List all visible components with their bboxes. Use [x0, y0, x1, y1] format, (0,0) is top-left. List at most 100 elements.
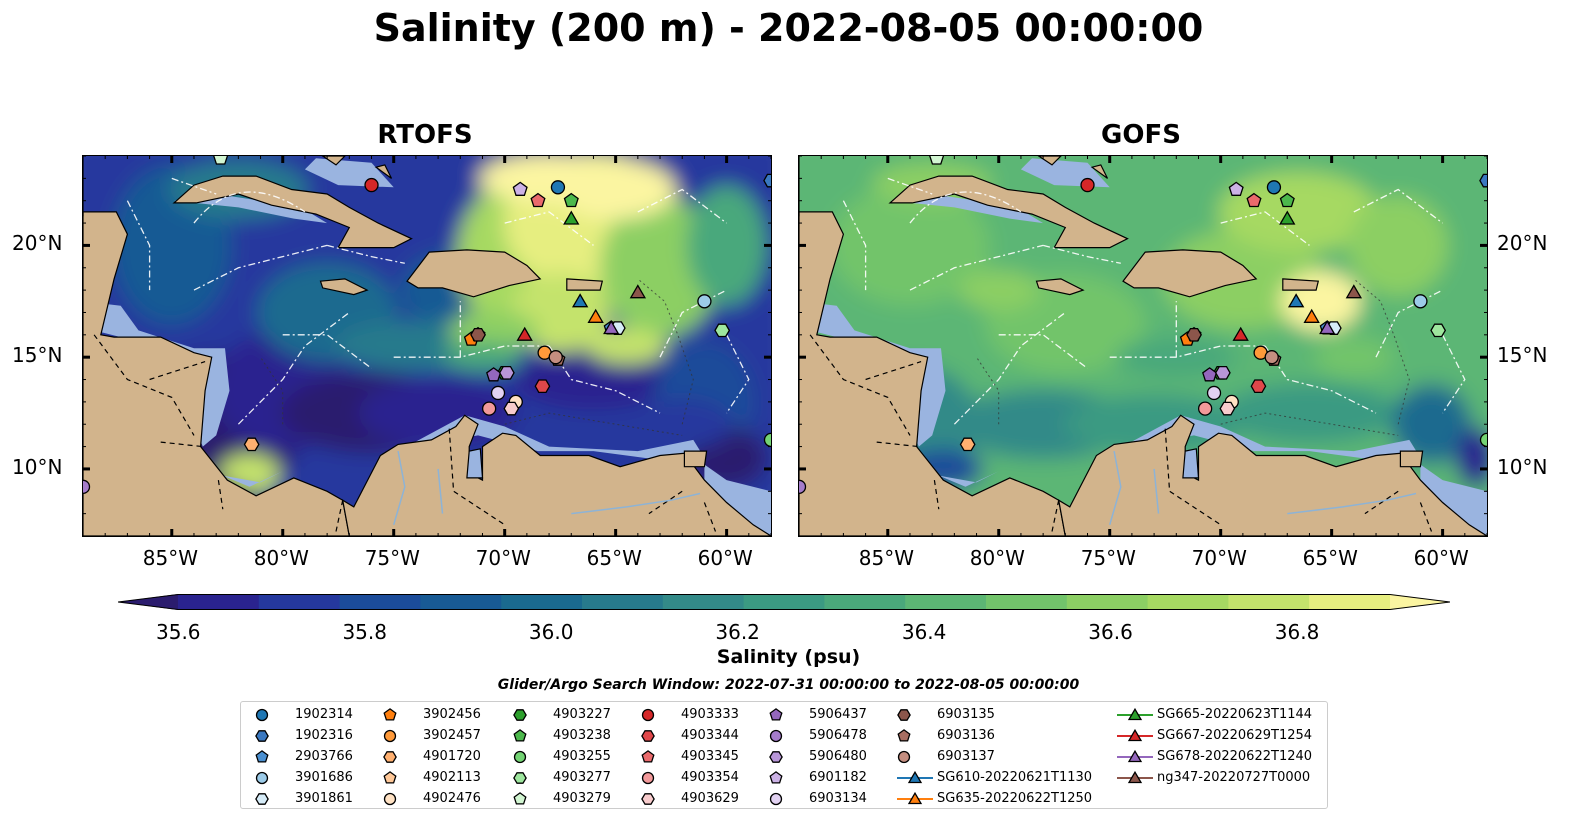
obs-SG667-20220629T1254[interactable] [1232, 326, 1249, 341]
obs-5906478[interactable] [83, 479, 91, 494]
legend-marker[interactable] [641, 793, 655, 805]
legend-marker[interactable] [513, 729, 527, 742]
legend-marker[interactable] [255, 750, 269, 763]
legend-marker[interactable] [383, 751, 397, 763]
legend-marker[interactable] [769, 792, 783, 806]
legend-marker[interactable] [255, 708, 269, 722]
obs-SG610-20220621T1130[interactable] [1287, 293, 1305, 308]
legend-marker[interactable] [513, 772, 527, 784]
obs-5906478[interactable] [799, 479, 807, 494]
land-hispaniola [1122, 249, 1258, 298]
obs-4903354[interactable] [481, 401, 497, 416]
obs-4903333[interactable] [364, 177, 379, 193]
obs-4901720[interactable] [959, 437, 976, 452]
legend-marker[interactable] [641, 771, 655, 785]
obs-SG635-20220622T1250[interactable] [587, 308, 604, 323]
land-centralAmerica [799, 211, 1066, 536]
obs-SG678-20220622T1240[interactable] [603, 319, 620, 335]
obs-1902314[interactable] [1266, 180, 1282, 195]
obs-4903255[interactable] [763, 432, 772, 448]
land-lakeMaracaibo [466, 448, 484, 479]
obs-6903137[interactable] [548, 350, 563, 365]
legend-marker[interactable] [641, 750, 655, 763]
legend-marker[interactable] [897, 750, 911, 764]
map-panel-rtofs[interactable] [82, 155, 772, 537]
obs-4903279[interactable] [213, 156, 229, 165]
land-trinidad [1399, 450, 1424, 468]
obs-5906437[interactable] [1202, 367, 1218, 382]
colorbar-tick-label: 35.8 [342, 620, 387, 644]
legend-marker[interactable] [1127, 728, 1143, 742]
obs-6901182[interactable] [1228, 181, 1244, 196]
legend-marker[interactable] [897, 729, 911, 742]
legend-marker[interactable] [769, 708, 783, 721]
legend-marker[interactable] [383, 729, 397, 743]
legend-marker[interactable] [1127, 770, 1143, 784]
obs-6901182[interactable] [512, 181, 528, 196]
obs-5906437[interactable] [486, 367, 502, 382]
legend-marker[interactable] [769, 729, 783, 743]
legend-marker[interactable] [769, 771, 783, 784]
obs-3901686[interactable] [697, 294, 712, 309]
legend-marker[interactable] [255, 730, 269, 742]
obs-4903255[interactable] [1479, 432, 1488, 448]
legend-marker[interactable] [907, 770, 923, 784]
obs-4903345[interactable] [1246, 192, 1262, 208]
obs-SG667-20220629T1254[interactable] [516, 326, 533, 341]
legend-marker[interactable] [641, 708, 655, 722]
obs-1902316[interactable] [1479, 173, 1487, 188]
obs-3901686[interactable] [1413, 294, 1428, 309]
obs-SG665-20220623T1144[interactable] [563, 210, 580, 225]
obs-4903333[interactable] [1080, 177, 1095, 193]
lon-tick-label: 65°W [586, 546, 642, 570]
legend-marker[interactable] [255, 793, 269, 805]
obs-4903345[interactable] [530, 192, 546, 208]
obs-4901720[interactable] [243, 437, 260, 452]
obs-1902314[interactable] [550, 180, 566, 195]
obs-6903134[interactable] [490, 385, 506, 401]
legend-marker[interactable] [255, 771, 269, 785]
obs-4903344[interactable] [1250, 379, 1267, 394]
obs-ng347-20220727T0000[interactable] [629, 284, 647, 299]
obs-4903279[interactable] [929, 156, 945, 165]
legend-marker[interactable] [513, 709, 527, 721]
legend-marker[interactable] [383, 792, 397, 806]
obs-ng347-20220727T0000[interactable] [1345, 284, 1363, 299]
obs-5906480[interactable] [1214, 365, 1231, 380]
legend-label: 4902113 [423, 770, 481, 785]
legend-marker[interactable] [1127, 749, 1143, 763]
legend-marker[interactable] [897, 709, 911, 721]
legend-label: ng347-20220727T0000 [1157, 770, 1311, 785]
obs-SG635-20220622T1250[interactable] [1303, 308, 1320, 323]
legend-marker[interactable] [513, 750, 527, 764]
map-panel-gofs[interactable] [798, 155, 1488, 537]
obs-4903344[interactable] [534, 379, 551, 394]
legend-marker[interactable] [907, 791, 923, 805]
obs-6903135[interactable] [1186, 327, 1202, 342]
legend-marker[interactable] [513, 792, 527, 805]
obs-4903629[interactable] [1219, 401, 1236, 416]
obs-6903134[interactable] [1206, 385, 1222, 401]
obs-SG665-20220623T1144[interactable] [1279, 210, 1296, 225]
obs-4903354[interactable] [1197, 401, 1213, 416]
obs-4903629[interactable] [503, 401, 520, 416]
obs-4903238[interactable] [563, 192, 579, 208]
colorbar-segment [662, 594, 745, 610]
legend-marker[interactable] [383, 708, 397, 721]
obs-4903277[interactable] [1430, 323, 1447, 338]
obs-6903137[interactable] [1264, 350, 1279, 365]
legend-marker[interactable] [769, 751, 783, 763]
legend-marker[interactable] [641, 730, 655, 742]
legend-label: 6903136 [937, 728, 995, 743]
obs-SG678-20220622T1240[interactable] [1319, 319, 1336, 335]
obs-SG610-20220621T1130[interactable] [571, 293, 589, 308]
lon-tick-label: 85°W [142, 546, 198, 570]
colorbar-segment [501, 594, 583, 610]
obs-1902316[interactable] [763, 173, 771, 188]
obs-5906480[interactable] [498, 365, 515, 380]
legend-marker[interactable] [383, 771, 397, 784]
obs-4903277[interactable] [714, 323, 731, 338]
legend-marker[interactable] [1127, 707, 1143, 721]
obs-6903135[interactable] [470, 327, 486, 342]
obs-4903238[interactable] [1279, 192, 1295, 208]
